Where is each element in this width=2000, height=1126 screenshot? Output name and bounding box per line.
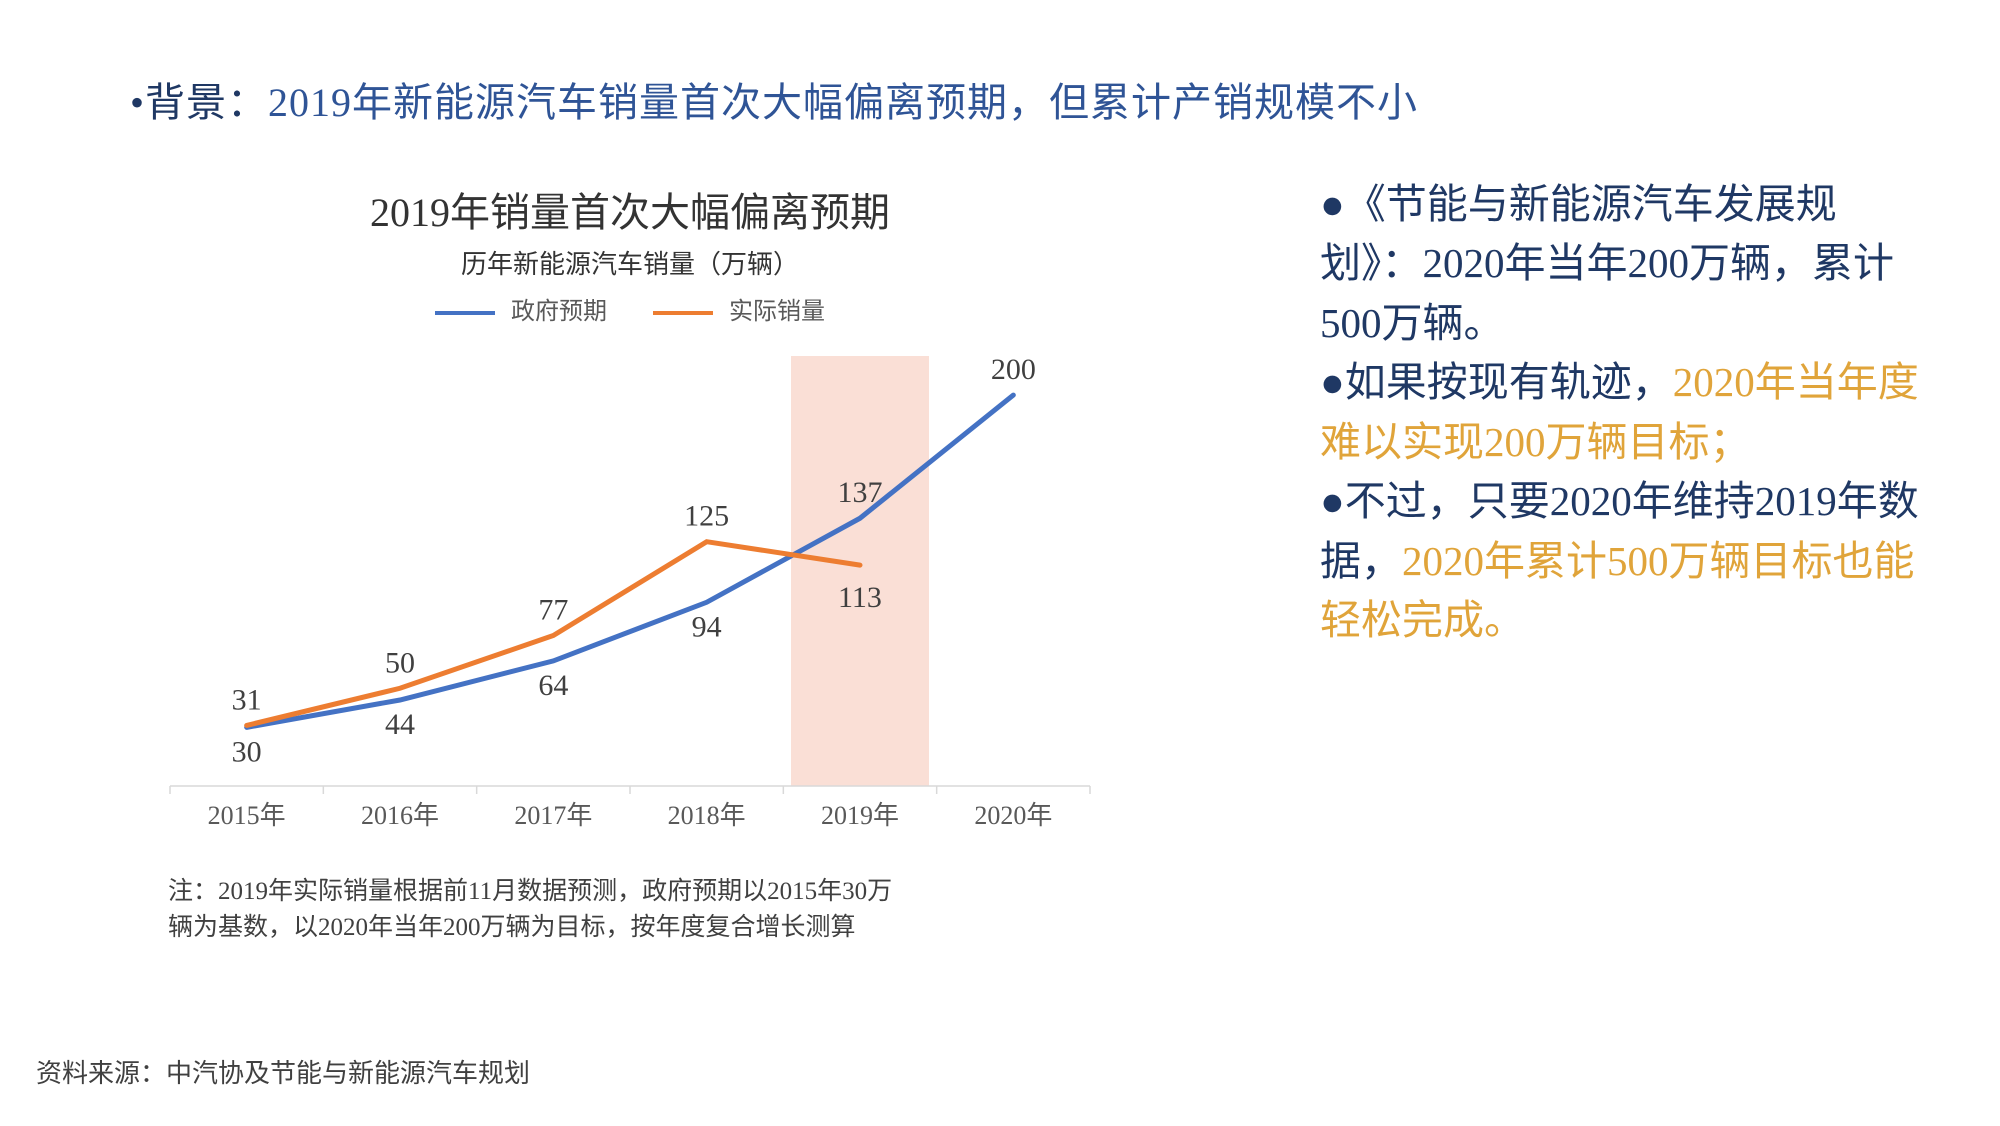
chart-note: 注：2019年实际销量根据前11月数据预测，政府预期以2015年30万 辆为基数… bbox=[150, 874, 1110, 947]
data-label-gov: 137 bbox=[838, 476, 883, 509]
xaxis-tick-label: 2020年 bbox=[974, 801, 1052, 830]
source-text: 资料来源：中汽协及节能与新能源汽车规划 bbox=[36, 1053, 530, 1090]
legend-item-gov: 政府预期 bbox=[435, 291, 607, 326]
legend-swatch-gov bbox=[435, 311, 495, 315]
data-label-actual: 125 bbox=[684, 500, 729, 533]
data-label-actual: 50 bbox=[385, 646, 415, 679]
xaxis-tick-label: 2019年 bbox=[821, 801, 899, 830]
legend-item-actual: 实际销量 bbox=[653, 291, 825, 326]
rhs-p1: 《节能与新能源汽车发展规划》：2020年当年200万辆，累计500万辆。 bbox=[1320, 181, 1894, 346]
data-label-actual: 113 bbox=[838, 581, 882, 614]
data-label-gov: 64 bbox=[538, 669, 568, 702]
line-chart: 2015年 2016年 2017年 2018年 2019年 2020年 31 30 50 44 77… bbox=[150, 336, 1110, 856]
rhs-bullet-1: ● bbox=[1320, 181, 1345, 227]
rhs-p2a: 如果按现有轨迹， bbox=[1345, 359, 1673, 405]
heading-body: 2019年新能源汽车销量首次大幅偏离预期，但累计产销规模不小 bbox=[268, 80, 1418, 125]
chart-title: 2019年销量首次大幅偏离预期 bbox=[150, 180, 1110, 238]
chart-subtitle: 历年新能源汽车销量（万辆） bbox=[150, 244, 1110, 281]
rhs-p3b: 2020年累计500万辆目标也能轻松完成。 bbox=[1320, 538, 1915, 643]
heading-label: 背景： bbox=[145, 80, 268, 125]
data-label-gov: 94 bbox=[692, 610, 722, 643]
data-label-gov: 30 bbox=[232, 735, 262, 768]
note-line-1: 注：2019年实际销量根据前11月数据预测，政府预期以2015年30万 bbox=[168, 874, 1110, 910]
xaxis-tick-label: 2017年 bbox=[514, 801, 592, 830]
legend-label-gov: 政府预期 bbox=[511, 299, 607, 325]
xaxis-tick-label: 2018年 bbox=[668, 801, 746, 830]
xaxis-tick-label: 2016年 bbox=[361, 801, 439, 830]
data-label-actual: 77 bbox=[538, 594, 568, 627]
rhs-bullet-2: ● bbox=[1320, 359, 1345, 405]
page-heading: •背景：2019年新能源汽车销量首次大幅偏离预期，但累计产销规模不小 bbox=[130, 70, 1418, 128]
legend-swatch-actual bbox=[653, 311, 713, 315]
data-label-gov: 44 bbox=[385, 708, 415, 741]
data-label-actual: 31 bbox=[232, 683, 262, 716]
rhs-text-block: ●《节能与新能源汽车发展规划》：2020年当年200万辆，累计500万辆。 ●如… bbox=[1320, 175, 1920, 651]
data-label-gov: 200 bbox=[991, 353, 1036, 386]
note-line-2: 辆为基数，以2020年当年200万辆为目标，按年度复合增长测算 bbox=[168, 910, 1110, 946]
xaxis-tick-label: 2015年 bbox=[208, 801, 286, 830]
chart-container: 2019年销量首次大幅偏离预期 历年新能源汽车销量（万辆） 政府预期 实际销量 … bbox=[150, 180, 1110, 947]
rhs-bullet-3: ● bbox=[1320, 478, 1345, 524]
legend-label-actual: 实际销量 bbox=[729, 299, 825, 325]
chart-legend: 政府预期 实际销量 bbox=[150, 291, 1110, 326]
heading-bullet: • bbox=[130, 80, 145, 125]
